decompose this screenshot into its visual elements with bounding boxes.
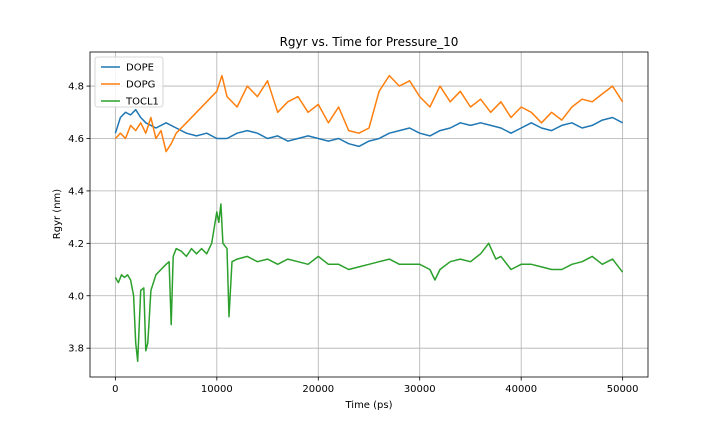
series-line-dope (114, 108, 623, 148)
chart-title: Rgyr vs. Time for Pressure_10 (280, 35, 459, 49)
legend: DOPE DOPG TOCL1 (94, 56, 164, 108)
series-line-tocl1 (114, 203, 624, 363)
x-axis-label: Time (ps) (344, 400, 392, 411)
y-tick-label: 4.2 (68, 239, 84, 250)
y-tick-label: 4.6 (68, 134, 84, 145)
legend-box (94, 56, 164, 108)
plot-frame (89, 51, 649, 378)
y-tick-label: 3.8 (68, 344, 84, 355)
grid (90, 52, 648, 377)
series-layer (114, 74, 624, 363)
legend-label-dope: DOPE (126, 63, 154, 74)
y-axis-label: Rgyr (nm) (52, 189, 63, 239)
y-tick-label: 4.0 (68, 291, 84, 302)
y-tick-label: 4.8 (68, 82, 84, 93)
y-axis-ticks: 3.8 4.0 4.2 4.4 4.6 4.8 (68, 82, 90, 355)
x-tick-label: 30000 (404, 384, 436, 395)
x-tick-label: 50000 (607, 384, 639, 395)
x-axis-ticks: 0 10000 20000 30000 40000 50000 (112, 377, 639, 395)
x-tick-label: 10000 (201, 384, 233, 395)
series-line-dopg (114, 74, 624, 153)
legend-label-dopg: DOPG (126, 80, 155, 91)
x-tick-label: 20000 (302, 384, 334, 395)
x-tick-label: 0 (112, 384, 118, 395)
x-tick-label: 40000 (505, 384, 537, 395)
y-tick-label: 4.4 (68, 186, 84, 197)
legend-label-tocl1: TOCL1 (125, 97, 159, 108)
